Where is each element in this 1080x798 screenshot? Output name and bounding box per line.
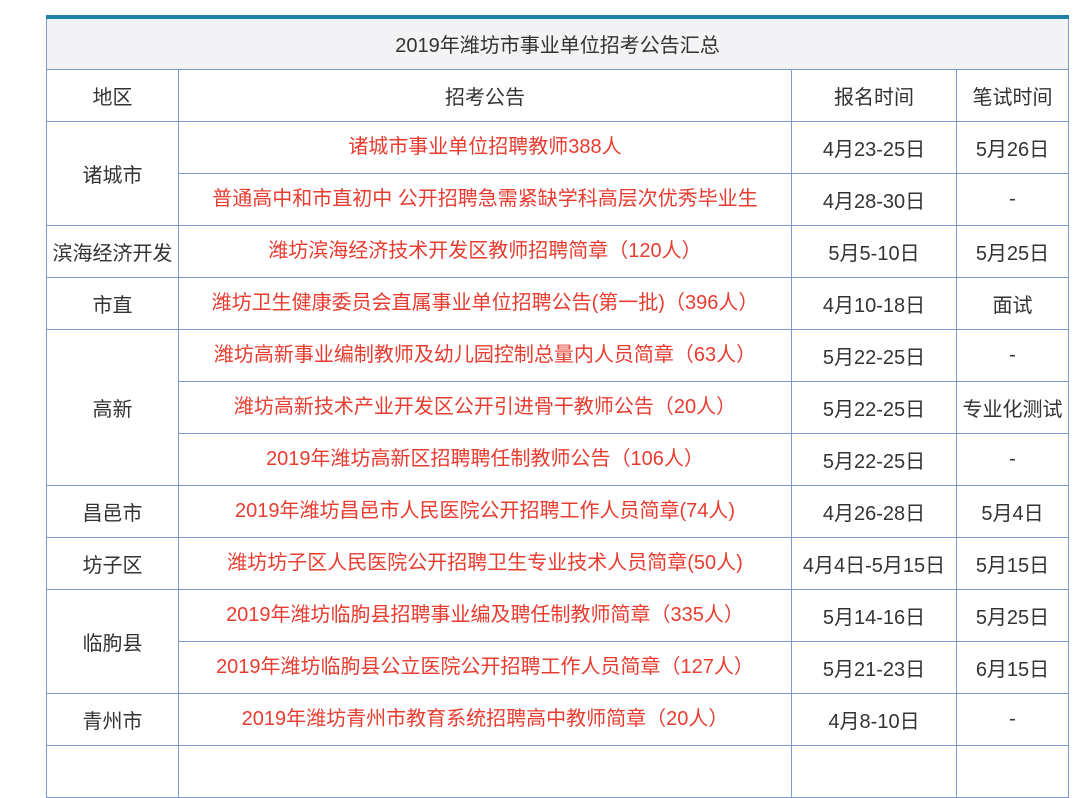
empty-cell [178, 744, 792, 798]
announcement-cell: 2019年潍坊昌邑市人民医院公开招聘工作人员简章(74人) [178, 484, 792, 538]
announcement-cell: 2019年潍坊高新区招聘聘任制教师公告（106人） [178, 432, 792, 486]
exam-time-cell: 5月15日 [956, 536, 1069, 590]
signup-time-cell: 5月14-16日 [791, 588, 957, 642]
announcement-link[interactable]: 潍坊卫生健康委员会直属事业单位招聘公告(第一批)（396人） [211, 291, 759, 314]
exam-time-cell: 5月25日 [956, 588, 1069, 642]
signup-time-cell: 5月22-25日 [791, 432, 957, 486]
table-row: 昌邑市 2019年潍坊昌邑市人民医院公开招聘工作人员简章(74人) 4月26-28日… [46, 484, 1069, 538]
table-row: 诸城市 诸城市事业单位招聘教师388人 4月23-25日 5月26日 [46, 120, 1069, 226]
table-row: 2019年潍坊高新区招聘聘任制教师公告（106人） 5月22-25日 - [47, 432, 1069, 486]
announcement-cell: 2019年潍坊临朐县公立医院公开招聘工作人员简章（127人） [178, 640, 792, 694]
column-header-region: 地区 [46, 68, 179, 122]
announcement-link[interactable]: 潍坊坊子区人民医院公开招聘卫生专业技术人员简章(50人) [227, 551, 743, 574]
exam-time-cell: 5月26日 [956, 120, 1069, 174]
column-header-signup-time: 报名时间 [791, 68, 957, 122]
region-cell: 昌邑市 [46, 484, 179, 538]
announcement-cell: 普通高中和市直初中 公开招聘急需紧缺学科高层次优秀毕业生 [178, 172, 792, 226]
table-row: 滨海经济开发 潍坊滨海经济技术开发区教师招聘简章（120人） 5月5-10日 5月25… [46, 224, 1069, 278]
announcement-cell: 2019年潍坊青州市教育系统招聘高中教师简章（20人） [178, 692, 792, 746]
table-row: 青州市 2019年潍坊青州市教育系统招聘高中教师简章（20人） 4月8-10日 - [46, 692, 1069, 746]
region-cell: 青州市 [46, 692, 179, 746]
region-cell: 坊子区 [46, 536, 179, 590]
signup-time-cell: 5月5-10日 [791, 224, 957, 278]
exam-time-cell: - [956, 328, 1069, 382]
table-row: 市直 潍坊卫生健康委员会直属事业单位招聘公告(第一批)（396人） 4月10-18日… [46, 276, 1069, 330]
announcement-link[interactable]: 普通高中和市直初中 公开招聘急需紧缺学科高层次优秀毕业生 [212, 187, 758, 210]
announcement-link[interactable]: 潍坊高新事业编制教师及幼儿园控制总量内人员简章（63人） [213, 343, 757, 366]
signup-time-cell: 4月26-28日 [791, 484, 957, 538]
table-row: 高新 潍坊高新事业编制教师及幼儿园控制总量内人员简章（63人） 5月22-25日 - [46, 328, 1069, 486]
title-row: 2019年潍坊市事业单位招考公告汇总 [46, 16, 1069, 70]
exam-time-cell: - [956, 692, 1069, 746]
table-row: 2019年潍坊临朐县公立医院公开招聘工作人员简章（127人） 5月21-23日 6月… [47, 640, 1069, 694]
region-cell: 诸城市 [46, 120, 179, 226]
exam-time-cell: 5月4日 [956, 484, 1069, 538]
exam-time-cell: - [956, 432, 1069, 486]
table-title: 2019年潍坊市事业单位招考公告汇总 [46, 16, 1069, 70]
empty-cell [46, 744, 179, 798]
table-body: 诸城市 诸城市事业单位招聘教师388人 4月23-25日 5月26日 普通高中和市直初中… [46, 120, 1069, 798]
region-cell: 高新 [46, 328, 179, 486]
announcement-cell: 潍坊坊子区人民医院公开招聘卫生专业技术人员简章(50人) [178, 536, 792, 590]
exam-time-cell: 5月25日 [956, 224, 1069, 278]
exam-time-cell: 面试 [956, 276, 1069, 330]
announcement-link[interactable]: 诸城市事业单位招聘教师388人 [348, 135, 622, 158]
region-cell: 临朐县 [46, 588, 179, 694]
announcement-link[interactable]: 2019年潍坊青州市教育系统招聘高中教师简章（20人） [241, 707, 729, 730]
announcement-link[interactable]: 2019年潍坊临朐县公立医院公开招聘工作人员简章（127人） [216, 655, 754, 678]
announcement-cell: 潍坊卫生健康委员会直属事业单位招聘公告(第一批)（396人） [178, 276, 792, 330]
signup-time-cell: 4月23-25日 [791, 120, 957, 174]
region-cell: 滨海经济开发 [46, 224, 179, 278]
page: 2019年潍坊市事业单位招考公告汇总 地区 招考公告 报名时间 笔试时间 诸城市… [46, 15, 1069, 798]
signup-time-cell: 4月28-30日 [791, 172, 957, 226]
partial-row [46, 744, 1069, 798]
column-header-exam-time: 笔试时间 [956, 68, 1069, 122]
signup-time-cell: 5月21-23日 [791, 640, 957, 694]
exam-time-cell: 6月15日 [956, 640, 1069, 694]
announcement-cell: 潍坊高新事业编制教师及幼儿园控制总量内人员简章（63人） [178, 328, 792, 382]
announcement-table: 2019年潍坊市事业单位招考公告汇总 地区 招考公告 报名时间 笔试时间 诸城市… [46, 15, 1069, 798]
announcement-link[interactable]: 潍坊滨海经济技术开发区教师招聘简章（120人） [268, 239, 702, 262]
signup-time-cell: 5月22-25日 [791, 380, 957, 434]
table-row: 坊子区 潍坊坊子区人民医院公开招聘卫生专业技术人员简章(50人) 4月4日-5月15… [46, 536, 1069, 590]
announcement-cell: 潍坊滨海经济技术开发区教师招聘简章（120人） [178, 224, 792, 278]
exam-time-cell: 专业化测试 [956, 380, 1069, 434]
announcement-link[interactable]: 2019年潍坊临朐县招聘事业编及聘任制教师简章（335人） [226, 603, 744, 626]
empty-cell [791, 744, 957, 798]
announcement-link[interactable]: 2019年潍坊昌邑市人民医院公开招聘工作人员简章(74人) [234, 499, 736, 522]
table-row: 临朐县 2019年潍坊临朐县招聘事业编及聘任制教师简章（335人） 5月14-16日… [46, 588, 1069, 694]
announcement-cell: 诸城市事业单位招聘教师388人 [178, 120, 792, 174]
announcement-link[interactable]: 潍坊高新技术产业开发区公开引进骨干教师公告（20人） [233, 395, 737, 418]
table-row: 潍坊高新技术产业开发区公开引进骨干教师公告（20人） 5月22-25日 专业化测试 [47, 380, 1069, 434]
header-row: 地区 招考公告 报名时间 笔试时间 [46, 68, 1069, 122]
signup-time-cell: 4月8-10日 [791, 692, 957, 746]
empty-cell [956, 744, 1069, 798]
announcement-cell: 潍坊高新技术产业开发区公开引进骨干教师公告（20人） [178, 380, 792, 434]
signup-time-cell: 5月22-25日 [791, 328, 957, 382]
column-header-announcement: 招考公告 [178, 68, 792, 122]
exam-time-cell: - [956, 172, 1069, 226]
region-cell: 市直 [46, 276, 179, 330]
signup-time-cell: 4月4日-5月15日 [791, 536, 957, 590]
table-row: 普通高中和市直初中 公开招聘急需紧缺学科高层次优秀毕业生 4月28-30日 - [47, 172, 1069, 226]
signup-time-cell: 4月10-18日 [791, 276, 957, 330]
announcement-cell: 2019年潍坊临朐县招聘事业编及聘任制教师简章（335人） [178, 588, 792, 642]
announcement-link[interactable]: 2019年潍坊高新区招聘聘任制教师公告（106人） [266, 447, 704, 470]
